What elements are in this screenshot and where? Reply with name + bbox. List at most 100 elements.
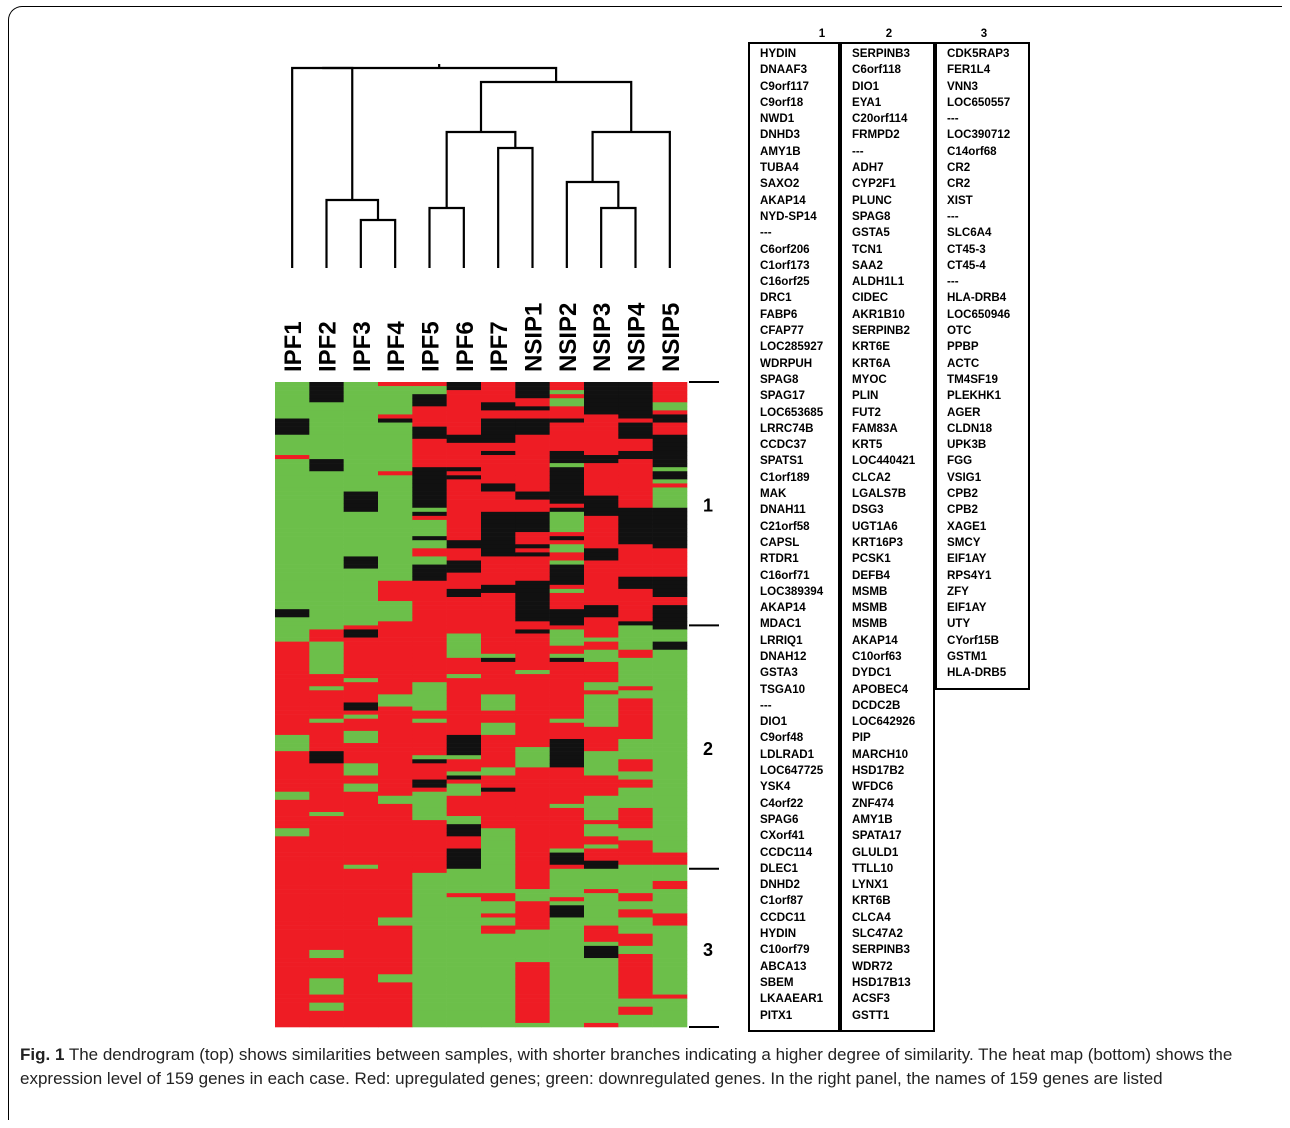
- heatmap-cell: [275, 479, 310, 484]
- heatmap-cell: [343, 584, 379, 590]
- heatmap-cell: [412, 629, 447, 634]
- heatmap-cell: [652, 807, 688, 813]
- heatmap-cell: [343, 783, 379, 788]
- heatmap-cell: [446, 925, 482, 930]
- heatmap-cell: [652, 945, 688, 951]
- heatmap-cell: [275, 491, 310, 496]
- heatmap-cell: [446, 743, 482, 748]
- heatmap-cell: [515, 487, 550, 492]
- heatmap-cell: [515, 743, 550, 748]
- heatmap-cell: [275, 499, 310, 504]
- heatmap-cell: [412, 386, 447, 391]
- heatmap-cell: [584, 507, 619, 513]
- heatmap-cell: [652, 1006, 688, 1012]
- heatmap-cell: [343, 803, 379, 809]
- gene-name: CLCA2: [852, 470, 891, 484]
- heatmap-cell: [446, 402, 482, 407]
- heatmap-cell: [412, 949, 447, 955]
- heatmap-cell: [652, 515, 688, 521]
- heatmap-cell: [652, 382, 688, 387]
- heatmap-cell: [515, 597, 550, 602]
- gene-name: MSMB: [852, 584, 888, 598]
- heatmap-cell: [343, 592, 379, 598]
- heatmap-cell: [481, 702, 516, 707]
- heatmap-cell: [549, 601, 585, 606]
- heatmap-cell: [309, 913, 344, 918]
- heatmap-cell: [343, 771, 379, 776]
- heatmap-cell: [343, 459, 379, 464]
- heatmap-cell: [275, 775, 310, 780]
- heatmap-cell: [515, 633, 550, 638]
- heatmap-cell: [412, 463, 447, 468]
- heatmap-cell: [275, 734, 310, 740]
- heatmap-cell: [515, 962, 550, 967]
- heatmap-cell: [412, 710, 447, 715]
- heatmap-cell: [481, 876, 516, 882]
- gene-column-header-1: 1: [818, 28, 826, 40]
- heatmap-cell: [309, 645, 344, 651]
- heatmap-cell: [275, 629, 310, 634]
- heatmap-cell: [275, 722, 310, 728]
- gene-name: C1orf173: [760, 258, 810, 272]
- heatmap-cell: [481, 483, 516, 488]
- gene-name: SAXO2: [760, 177, 800, 191]
- heatmap-cell: [378, 909, 413, 914]
- heatmap-cell: [446, 414, 482, 419]
- heatmap-cell: [343, 816, 379, 821]
- heatmap-cell: [584, 584, 619, 590]
- heatmap-cell: [481, 751, 516, 756]
- heatmap-cell: [584, 909, 619, 914]
- heatmap-cell: [584, 953, 619, 959]
- heatmap-cell: [515, 678, 550, 683]
- heatmap-cell: [652, 913, 688, 918]
- heatmap-cell: [446, 885, 482, 890]
- heatmap-cell: [275, 816, 310, 821]
- heatmap-cell: [275, 394, 310, 399]
- heatmap-cell: [481, 726, 516, 732]
- heatmap-cell: [584, 832, 619, 837]
- heatmap-cell: [481, 629, 516, 634]
- heatmap-cell: [412, 986, 447, 991]
- heatmap-cell: [515, 913, 550, 918]
- heatmap-cell: [412, 1006, 447, 1012]
- gene-name: APOBEC4: [852, 682, 909, 696]
- heatmap-cell: [652, 442, 688, 448]
- heatmap-cell: [549, 479, 585, 484]
- heatmap-cell: [618, 885, 653, 890]
- heatmap-cell: [618, 807, 653, 813]
- heatmap-cell: [275, 548, 310, 553]
- heatmap-cell: [275, 990, 310, 995]
- heatmap-cell: [584, 962, 619, 967]
- heatmap-cell: [652, 771, 688, 776]
- heatmap-cell: [446, 909, 482, 914]
- heatmap-cell: [378, 645, 413, 651]
- heatmap-cell: [515, 459, 550, 464]
- heatmap-cell: [412, 941, 447, 947]
- heatmap-cell: [412, 426, 447, 431]
- heatmap-cell: [446, 949, 482, 955]
- heatmap-cell: [275, 730, 310, 736]
- heatmap-cell: [343, 791, 379, 797]
- heatmap-cell: [584, 771, 619, 776]
- heatmap-cell: [652, 418, 688, 423]
- heatmap-cell: [652, 706, 688, 711]
- heatmap-cell: [446, 560, 482, 565]
- heatmap-cell: [412, 519, 447, 525]
- heatmap-cell: [378, 678, 413, 683]
- gene-name: DNAH12: [760, 649, 807, 663]
- heatmap-cell: [309, 515, 344, 521]
- heatmap-cell: [618, 953, 653, 959]
- heatmap-cell: [481, 844, 516, 849]
- heatmap-cell: [412, 560, 447, 565]
- heatmap-cell: [652, 487, 688, 492]
- heatmap-cell: [343, 937, 379, 943]
- gene-name: AKAP14: [852, 633, 898, 647]
- heatmap-cell: [343, 1002, 379, 1008]
- heatmap-cell: [275, 483, 310, 488]
- heatmap-cell: [343, 1022, 379, 1028]
- heatmap-cell: [309, 848, 344, 853]
- heatmap-cell: [618, 743, 653, 748]
- heatmap-cell: [378, 430, 413, 436]
- heatmap-cell: [549, 795, 585, 801]
- heatmap-cell: [275, 653, 310, 659]
